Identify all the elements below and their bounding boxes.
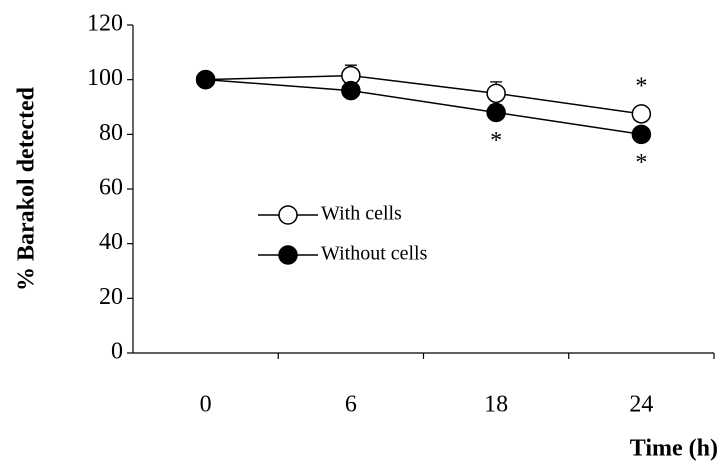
x-tick-label: 18 [484, 392, 508, 418]
x-tick-label: 6 [345, 392, 357, 418]
y-tick-label: 20 [99, 284, 123, 310]
legend-label: With cells [321, 203, 402, 225]
data-point [632, 105, 650, 123]
series-line [206, 80, 642, 135]
x-axis-label: Time (h) [630, 436, 718, 462]
y-tick-label: 120 [87, 11, 123, 37]
data-point [487, 84, 505, 102]
significance-marker: * [490, 128, 502, 154]
y-tick-label: 100 [87, 65, 123, 91]
y-tick-label: 80 [99, 120, 123, 146]
legend-label: Without cells [321, 243, 428, 265]
significance-marker: * [635, 150, 647, 176]
chart: % Barakol detected Time (h) 020406080100… [0, 0, 723, 467]
y-axis-label: % Barakol detected [14, 86, 40, 291]
significance-marker: * [635, 73, 647, 99]
data-point [197, 71, 215, 89]
series-line [206, 76, 642, 114]
data-point [342, 82, 360, 100]
data-point [632, 125, 650, 143]
y-tick-label: 60 [99, 175, 123, 201]
x-tick-label: 24 [629, 392, 653, 418]
legend-marker [279, 206, 297, 224]
data-point [487, 103, 505, 121]
y-tick-label: 40 [99, 229, 123, 255]
legend-marker [279, 246, 297, 264]
x-tick-label: 0 [200, 392, 212, 418]
y-tick-label: 0 [111, 339, 123, 365]
